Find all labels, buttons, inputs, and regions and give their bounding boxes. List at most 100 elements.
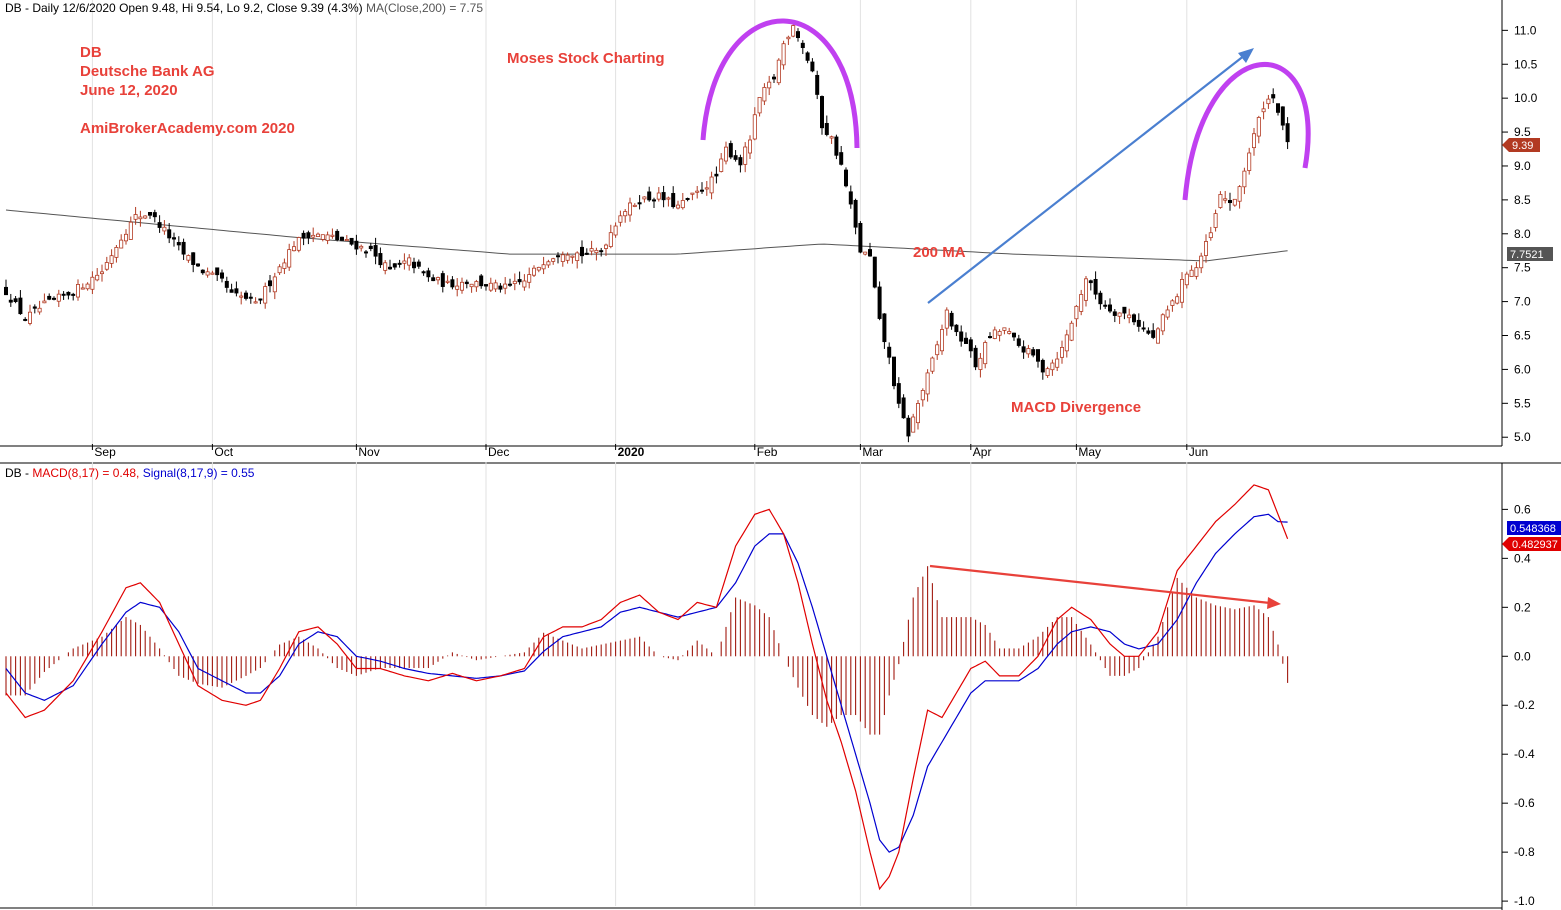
price-header-open: Open 9.48, [119,1,178,15]
candle-body [507,283,512,286]
candle-body [397,262,402,265]
date-annotation: June 12, 2020 [80,82,178,99]
candle-body [387,266,392,270]
candle-body [829,136,834,139]
candle-body [243,292,248,299]
candle-body [267,280,272,287]
candle-body [623,211,628,217]
candle-body [589,248,594,252]
macd-axis-tick-label: -0.8 [1514,845,1535,859]
candle-body [700,189,705,192]
macd-trend-arrowhead [1267,597,1281,609]
candle-body [37,307,42,313]
price-axis-tick-label: 5.5 [1514,396,1531,410]
candle-body [402,260,407,264]
candle-body [556,255,561,258]
candle-body [133,214,138,220]
candle-body [378,253,383,266]
candle-body [205,271,210,276]
candle-body [800,42,805,49]
candle-body [1050,362,1055,371]
candle-body [1127,314,1132,319]
candle-body [1055,358,1060,368]
candle-body [1256,117,1261,137]
macd-axis-tick-label: 0.2 [1514,600,1531,614]
candle-body [632,204,637,207]
candle-body [877,286,882,319]
candle-body [944,309,949,329]
signal-line [5,513,1288,853]
candle-body [757,97,762,114]
candle-body [1160,314,1165,332]
candle-body [330,234,335,237]
candle-body [536,266,541,271]
company-annotation: Deutsche Bank AG [80,63,214,80]
candle-body [772,76,777,80]
brand-annotation: Moses Stock Charting [507,50,665,67]
price-axis-tick-label: 11.0 [1514,23,1537,37]
candle-body [435,277,440,281]
candle-body [695,190,700,193]
candle-body [968,339,973,352]
candle-body [1151,330,1156,338]
candle-body [411,261,416,269]
macd-header-symbol: DB - [5,466,29,480]
candle-body [76,284,81,298]
price-axis-tick-label: 10.5 [1514,57,1538,71]
price-axis-tick-label: 9.0 [1514,159,1531,173]
ma-annotation: 200 MA [913,244,966,261]
candle-body [1079,294,1084,312]
price-header: DB - Daily 12/6/2020 Open 9.48, Hi 9.54,… [5,1,483,15]
candle-body [479,275,484,287]
candle-body [315,233,320,237]
candle-body [992,329,997,339]
candle-body [23,318,28,321]
candle-body [210,272,215,275]
candle-body [882,313,887,343]
candle-body [215,267,220,276]
macd-axis-tick-label: 0.4 [1514,551,1531,565]
candle-body [911,416,916,433]
candle-body [1194,267,1199,277]
candle-body [421,271,426,274]
candle-body [445,280,450,283]
candle-body [896,383,901,404]
candle-body [56,293,61,302]
candle-body [1237,186,1242,202]
candle-body [738,157,743,166]
candle-body [354,240,359,250]
candle-body [248,296,253,299]
candle-body [359,245,364,249]
candle-body [546,261,551,266]
candle-body [1122,306,1127,314]
candle-body [570,255,575,258]
candle-body [1247,152,1252,171]
candle-body [80,287,85,290]
candle-body [666,197,671,200]
candle-body [363,251,368,254]
candle-body [988,336,993,339]
candle-body [1208,232,1213,239]
price-axis-tick-label: 7.0 [1514,295,1531,309]
price-header-close: Close 9.39 (4.3%) [267,1,363,15]
price-axis-tick-label: 6.5 [1514,329,1531,343]
candle-body [171,237,176,240]
svg-text:9.39: 9.39 [1512,140,1533,152]
candle-body [440,273,445,287]
price-axis-tick-label: 8.5 [1514,193,1531,207]
candle-body [1093,278,1098,295]
candle-body [176,242,181,246]
candle-body [728,143,733,158]
svg-text:7.7521: 7.7521 [1510,249,1544,261]
candle-body [1242,170,1247,188]
price-axis-tick-label: 8.0 [1514,227,1531,241]
candle-body [1108,304,1113,312]
candle-body [335,230,340,241]
candle-body [1276,103,1281,113]
candle-body [517,279,522,283]
candle-body [676,204,681,209]
candle-body [1060,347,1065,358]
candle-body [1165,309,1170,318]
month-tick-label: Mar [862,445,883,459]
